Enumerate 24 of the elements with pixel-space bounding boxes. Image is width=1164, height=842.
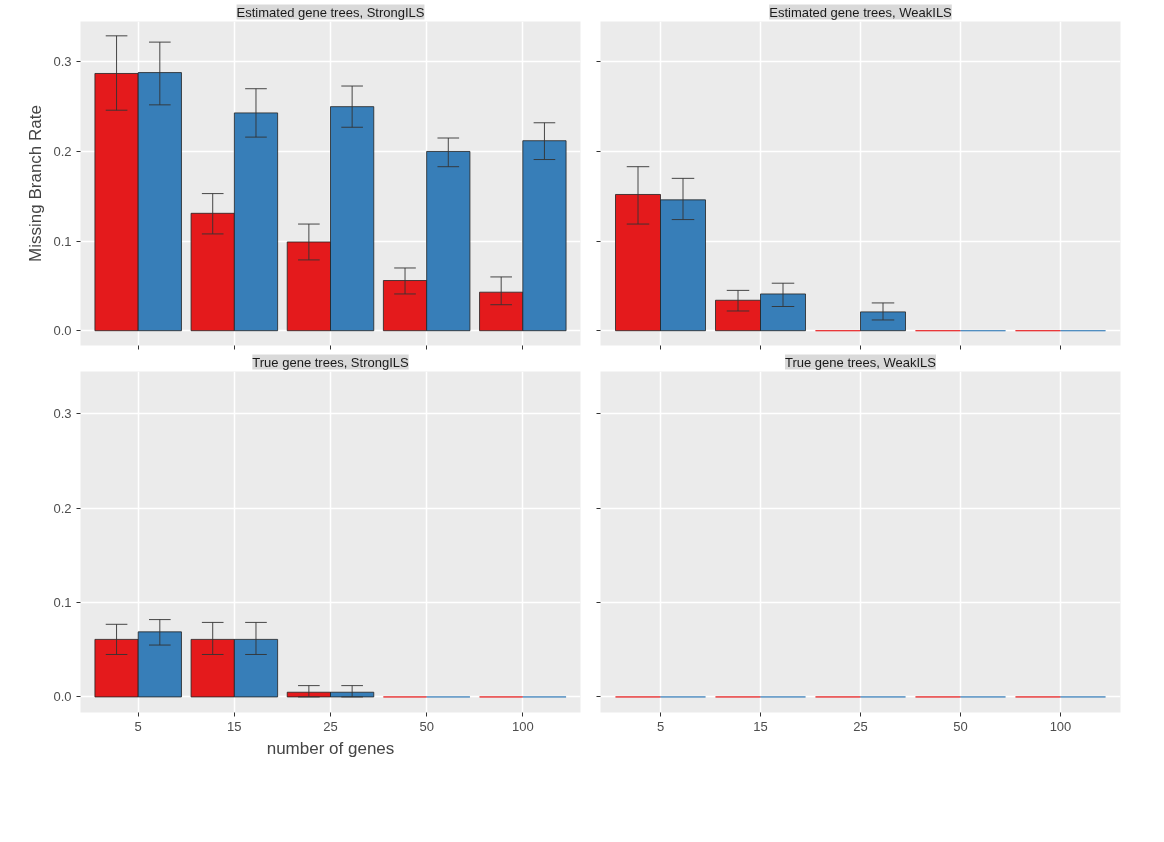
y-tick-label: 0.3 [53, 406, 72, 422]
x-tick-label: 5 [134, 718, 142, 734]
y-tick-label: 0.2 [53, 143, 72, 159]
chart-title: Estimated gene trees, StrongILS [236, 4, 425, 20]
x-tick-label: 15 [227, 718, 242, 734]
x-tick-label: 25 [323, 718, 338, 734]
chart-title: Estimated gene trees, WeakILS [769, 4, 953, 20]
chart-title: True gene trees, StrongILS [252, 354, 409, 370]
x-axis-title: number of genes [266, 738, 395, 758]
y-tick-label: 0.2 [53, 500, 72, 516]
y-tick-label: 0.1 [53, 233, 72, 249]
x-tick-label: 50 [953, 718, 968, 734]
chart-title: True gene trees, WeakILS [784, 354, 937, 370]
x-tick-label: 15 [753, 718, 768, 734]
x-tick-label: 50 [419, 718, 434, 734]
x-tick-label: 25 [853, 718, 868, 734]
x-tick-label: 100 [511, 718, 534, 734]
y-tick-label: 0.3 [53, 54, 72, 70]
x-tick-label: 5 [656, 718, 665, 734]
x-tick-label: 100 [1049, 718, 1072, 734]
y-tick-label: 0.0 [53, 689, 72, 705]
y-tick-label: 0.1 [53, 595, 72, 611]
y-tick-label: 0.0 [53, 323, 72, 339]
y-axis-title: Missing Branch Rate [26, 105, 46, 262]
